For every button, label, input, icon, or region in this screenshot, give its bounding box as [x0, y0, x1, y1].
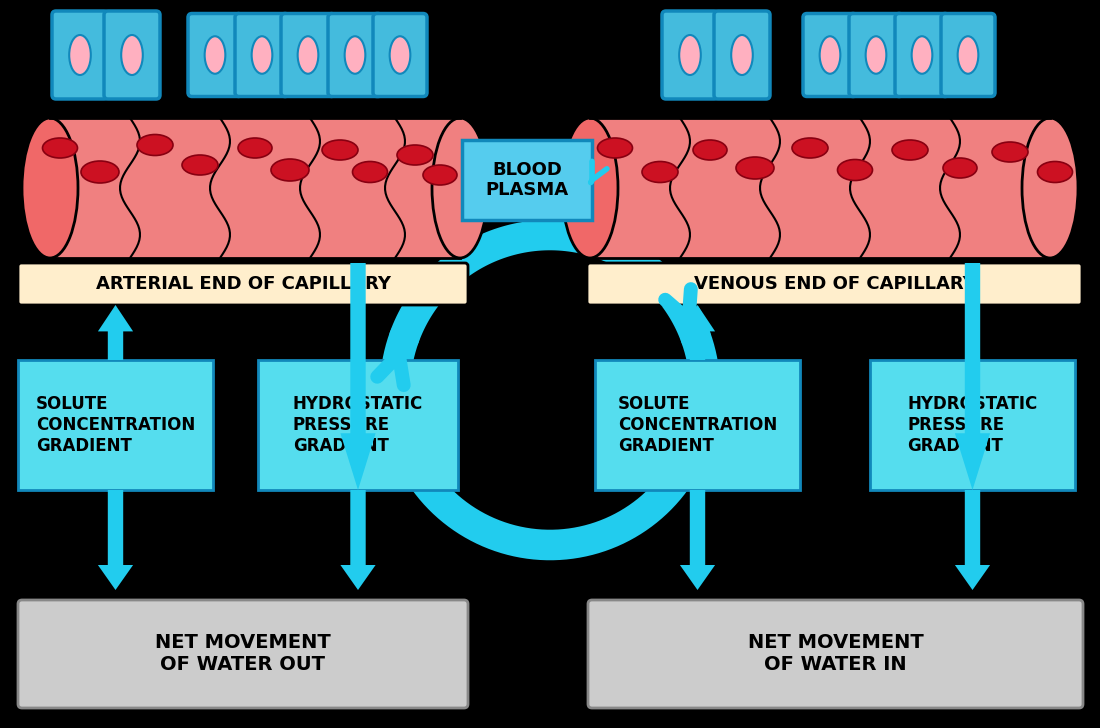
FancyBboxPatch shape [52, 11, 108, 99]
FancyBboxPatch shape [235, 14, 289, 97]
Text: SOLUTE
CONCENTRATION
GRADIENT: SOLUTE CONCENTRATION GRADIENT [618, 395, 777, 455]
Text: HYDROSTATIC
PRESSURE
GRADIENT: HYDROSTATIC PRESSURE GRADIENT [293, 395, 424, 455]
Bar [870, 360, 1075, 490]
FancyArrow shape [955, 490, 990, 590]
Ellipse shape [397, 145, 433, 165]
FancyBboxPatch shape [587, 263, 1082, 305]
Text: BLOOD
PLASMA: BLOOD PLASMA [485, 161, 569, 199]
Ellipse shape [352, 162, 387, 183]
Ellipse shape [424, 165, 456, 185]
Ellipse shape [22, 118, 78, 258]
FancyBboxPatch shape [18, 600, 468, 708]
FancyBboxPatch shape [373, 14, 427, 97]
Ellipse shape [182, 155, 218, 175]
FancyBboxPatch shape [662, 11, 718, 99]
Text: NET MOVEMENT
OF WATER OUT: NET MOVEMENT OF WATER OUT [155, 633, 331, 675]
Ellipse shape [992, 142, 1028, 162]
Ellipse shape [298, 36, 318, 74]
FancyBboxPatch shape [803, 14, 857, 97]
Ellipse shape [958, 36, 978, 74]
Ellipse shape [271, 159, 309, 181]
Ellipse shape [69, 35, 91, 75]
FancyArrow shape [680, 305, 715, 360]
Ellipse shape [43, 138, 77, 158]
Ellipse shape [912, 36, 933, 74]
Ellipse shape [866, 36, 887, 74]
Ellipse shape [344, 36, 365, 74]
Ellipse shape [81, 161, 119, 183]
FancyArrow shape [340, 490, 375, 590]
Text: VENOUS END OF CAPILLARY: VENOUS END OF CAPILLARY [694, 275, 976, 293]
FancyBboxPatch shape [18, 263, 468, 305]
Ellipse shape [693, 140, 727, 160]
Ellipse shape [792, 138, 828, 158]
Ellipse shape [679, 35, 701, 75]
Ellipse shape [432, 118, 488, 258]
FancyBboxPatch shape [895, 14, 949, 97]
Bar [18, 360, 213, 490]
FancyArrow shape [955, 263, 990, 490]
Ellipse shape [322, 140, 358, 160]
FancyBboxPatch shape [849, 14, 903, 97]
Bar [462, 140, 592, 220]
Text: ARTERIAL END OF CAPILLARY: ARTERIAL END OF CAPILLARY [96, 275, 390, 293]
Bar [595, 360, 800, 490]
Ellipse shape [121, 35, 143, 75]
Ellipse shape [642, 162, 678, 183]
Ellipse shape [820, 36, 840, 74]
Ellipse shape [597, 138, 632, 158]
Bar [590, 118, 1050, 258]
Ellipse shape [732, 35, 752, 75]
Bar [258, 360, 458, 490]
FancyArrow shape [680, 490, 715, 590]
Ellipse shape [562, 118, 618, 258]
Ellipse shape [138, 135, 173, 156]
Ellipse shape [1037, 162, 1072, 183]
FancyArrow shape [98, 490, 133, 590]
FancyBboxPatch shape [940, 14, 996, 97]
FancyBboxPatch shape [714, 11, 770, 99]
FancyBboxPatch shape [188, 14, 242, 97]
FancyBboxPatch shape [104, 11, 160, 99]
FancyArrow shape [98, 305, 133, 360]
Ellipse shape [252, 36, 273, 74]
Bar [50, 118, 460, 258]
Ellipse shape [837, 159, 872, 181]
Text: HYDROSTATIC
PRESSURE
GRADIENT: HYDROSTATIC PRESSURE GRADIENT [908, 395, 1037, 455]
Ellipse shape [238, 138, 272, 158]
Text: SOLUTE
CONCENTRATION
GRADIENT: SOLUTE CONCENTRATION GRADIENT [36, 395, 195, 455]
FancyBboxPatch shape [328, 14, 382, 97]
Ellipse shape [389, 36, 410, 74]
Ellipse shape [736, 157, 774, 179]
Ellipse shape [892, 140, 928, 160]
Ellipse shape [943, 158, 977, 178]
FancyArrow shape [340, 263, 375, 490]
Ellipse shape [1022, 118, 1078, 258]
Ellipse shape [205, 36, 225, 74]
FancyBboxPatch shape [588, 600, 1084, 708]
FancyBboxPatch shape [280, 14, 336, 97]
Text: NET MOVEMENT
OF WATER IN: NET MOVEMENT OF WATER IN [748, 633, 923, 675]
